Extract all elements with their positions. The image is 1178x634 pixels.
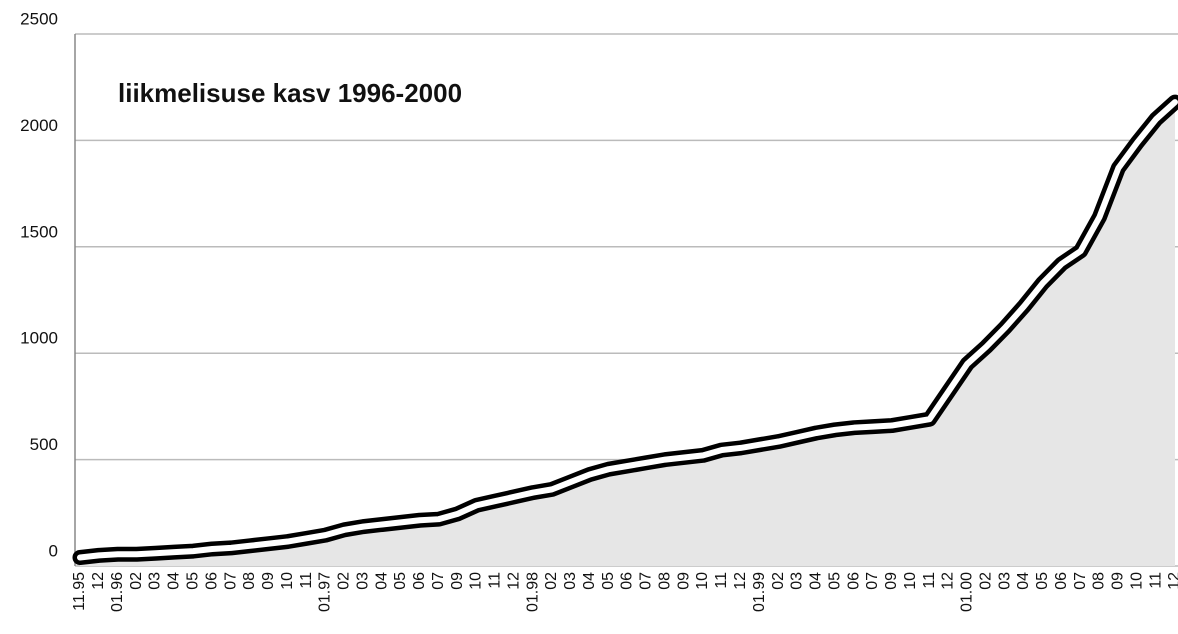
x-tick-label: 03 [996,572,1013,590]
x-tick-label: 05 [392,572,409,590]
x-tick-label: 02 [977,572,994,590]
x-tick-label: 12 [90,572,107,590]
x-tick-label: 09 [883,572,900,590]
x-tick-label: 10 [902,572,919,590]
x-tick-label: 08 [1091,572,1108,590]
x-tick-label: 11 [487,572,504,589]
area [80,102,1175,566]
x-tick-label: 02 [543,572,560,590]
line [77,99,1178,561]
x-tick-label: 04 [1015,572,1032,590]
x-tick-label: 10 [694,572,711,590]
chart-title: liikmelisuse kasv 1996-2000 [118,78,462,108]
x-tick-label: 06 [619,572,636,590]
x-tick-label: 01.96 [109,572,126,612]
x-tick-label: 09 [1110,572,1127,590]
x-tick-label: 12 [940,572,957,590]
x-tick-label: 08 [241,572,258,590]
x-tick-label: 10 [279,572,296,590]
x-tick-label: 07 [430,572,447,590]
y-tick-label: 0 [49,541,58,560]
x-tick-label: 05 [826,572,843,590]
x-tick-label: 11 [713,572,730,589]
x-tick-label: 01.97 [317,572,334,612]
x-tick-label: 10 [1128,572,1145,590]
y-tick-label: 500 [30,435,58,454]
x-tick-label: 01.98 [524,572,541,612]
y-tick-label: 1500 [20,222,58,241]
x-tick-label: 01.00 [959,572,976,612]
x-tick-label: 03 [789,572,806,590]
x-tick-label: 09 [675,572,692,590]
x-tick-label: 07 [638,572,655,590]
x-tick-label: 02 [128,572,145,590]
x-tick-label: 04 [373,572,390,590]
x-tick-label: 01.99 [751,572,768,612]
x-tick-label: 10 [468,572,485,590]
x-tick-label: 07 [222,572,239,590]
y-tick-label: 2500 [20,9,58,28]
x-tick-label: 07 [1072,572,1089,590]
x-tick-label: 03 [562,572,579,590]
x-tick-label: 03 [354,572,371,590]
x-tick-label: 08 [656,572,673,590]
x-tick-label: 09 [260,572,277,590]
x-tick-label: 05 [600,572,617,590]
x-tick-label: 12 [505,572,522,590]
x-tick-label: 11 [1147,572,1164,589]
x-tick-label: 06 [845,572,862,590]
x-tick-label: 07 [864,572,881,590]
x-tick-label: 04 [581,572,598,590]
x-tick-label: 05 [184,572,201,590]
x-tick-label: 12 [1166,572,1178,590]
x-tick-label: 03 [147,572,164,590]
y-tick-label: 1000 [20,329,58,348]
x-tick-label: 02 [770,572,787,590]
x-tick-label: 02 [336,572,353,590]
x-tick-label: 04 [808,572,825,590]
x-tick-label: 05 [1034,572,1051,590]
x-tick-label: 06 [203,572,220,590]
x-tick-label: 12 [732,572,749,590]
x-tick-label: 09 [449,572,466,590]
x-tick-label: 11 [298,572,315,589]
y-tick-label: 2000 [20,116,58,135]
x-tick-label: 06 [1053,572,1070,590]
x-tick-label: 11.95 [71,572,88,611]
x-tick-label: 11 [921,572,938,589]
x-tick-label: 06 [411,572,428,590]
x-tick-label: 04 [166,572,183,590]
